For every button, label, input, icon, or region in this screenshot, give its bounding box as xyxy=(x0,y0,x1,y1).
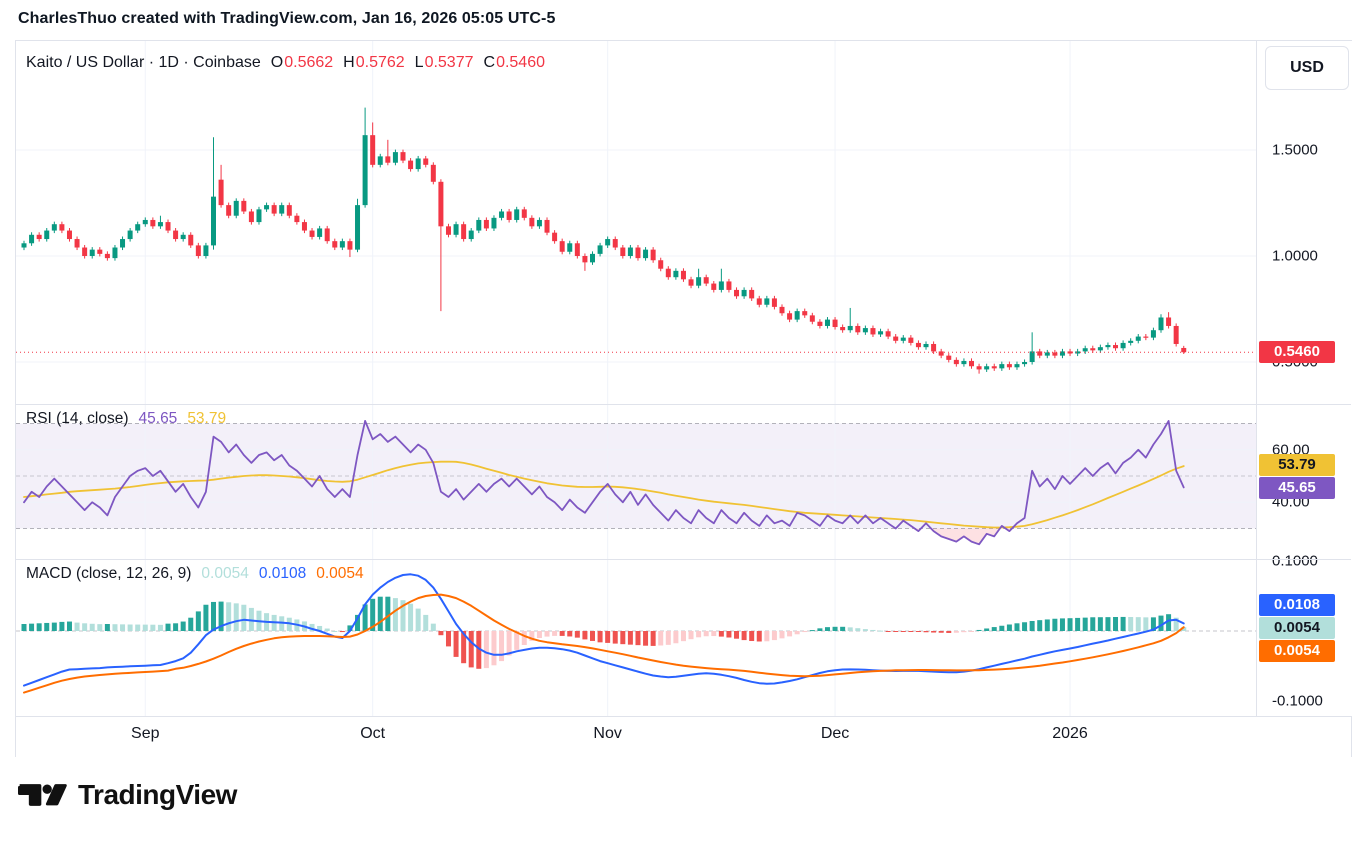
rsi-value: 45.65 xyxy=(138,410,178,427)
macd-line-badge: 0.0108 xyxy=(1259,594,1335,616)
macd-legend: MACD (close, 12, 26, 9) 0.0054 0.0108 0.… xyxy=(26,565,364,583)
currency-toggle-button[interactable]: USD xyxy=(1265,46,1349,90)
rsi-ma-badge: 53.79 xyxy=(1259,454,1335,477)
macd-signal-value: 0.0054 xyxy=(316,565,364,582)
symbol-legend: Kaito / US Dollar · 1D · Coinbase O 0.566… xyxy=(26,54,545,72)
tradingview-wordmark: TradingView xyxy=(78,779,237,810)
macd-histogram-value: 0.0054 xyxy=(201,565,249,582)
tradingview-logo-icon xyxy=(18,784,67,806)
time-axis-separator xyxy=(16,716,1351,717)
rsi-axis-label: 60.00 xyxy=(1272,441,1310,459)
time-axis-label: Sep xyxy=(131,725,160,742)
footer-brand[interactable]: TradingView xyxy=(18,779,237,811)
price-pane[interactable] xyxy=(16,41,1256,404)
macd-legend-title[interactable]: MACD (close, 12, 26, 9) xyxy=(26,565,192,582)
panel-separator[interactable] xyxy=(16,559,1351,560)
macd-signal-badge: 0.0054 xyxy=(1259,640,1335,662)
macd-histogram-badge: 0.0054 xyxy=(1259,617,1335,639)
rsi-legend: RSI (14, close) 45.65 53.79 xyxy=(26,410,226,428)
rsi-value-badge: 45.65 xyxy=(1259,477,1335,500)
ohlc-high: H 0.5762 xyxy=(343,54,405,71)
rsi-ma-value: 53.79 xyxy=(187,410,227,427)
symbol-legend-title[interactable]: Kaito / US Dollar · 1D · Coinbase xyxy=(26,54,261,71)
time-axis-label: Nov xyxy=(593,725,622,742)
ohlc-open: O 0.5662 xyxy=(270,54,334,71)
attribution-text: CharlesThuo created with TradingView.com… xyxy=(18,10,556,27)
currency-label: USD xyxy=(1290,59,1324,76)
macd-axis-label: -0.1000 xyxy=(1272,692,1323,710)
last-price-badge: 0.5460 xyxy=(1259,341,1335,364)
rsi-legend-title[interactable]: RSI (14, close) xyxy=(26,410,129,427)
price-axis-label: 1.5000 xyxy=(1272,141,1318,159)
time-scale[interactable]: Sep Oct Nov Dec 2026 xyxy=(16,716,1351,757)
macd-line-value: 0.0108 xyxy=(258,565,307,582)
time-axis-label: Oct xyxy=(360,725,386,742)
price-scale[interactable]: 1.50001.00000.500060.0040.000.1000-0.100… xyxy=(1256,41,1352,716)
rsi-pane[interactable] xyxy=(16,404,1256,559)
price-axis-label: 1.0000 xyxy=(1272,247,1318,265)
ohlc-low: L 0.5377 xyxy=(414,54,474,71)
macd-pane[interactable] xyxy=(16,559,1256,716)
time-axis-label: Dec xyxy=(820,725,850,742)
macd-axis-label: 0.1000 xyxy=(1272,552,1318,570)
panel-separator[interactable] xyxy=(16,404,1351,405)
chart-widget: 1.50001.00000.500060.0040.000.1000-0.100… xyxy=(15,40,1352,757)
time-axis-label: 2026 xyxy=(1052,725,1088,742)
ohlc-close: C 0.5460 xyxy=(483,54,546,71)
